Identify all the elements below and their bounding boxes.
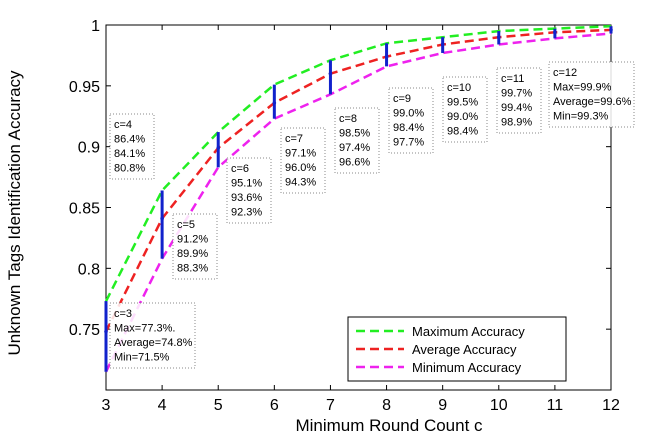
x-tick-label: 3	[102, 397, 111, 414]
annotation-box	[172, 213, 218, 280]
legend-entry: Average Accuracy	[412, 342, 517, 357]
x-tick-label: 8	[382, 397, 391, 414]
error-bar-mean-point	[609, 28, 613, 32]
annotation-text: 95.1%	[231, 178, 262, 190]
error-bar-mean-point	[496, 35, 501, 39]
y-axis-label: Unknown Tags Identification Accuracy	[5, 70, 24, 356]
legend-entry: Maximum Accuracy	[412, 324, 525, 339]
y-tick-label: 0.75	[69, 322, 100, 339]
annotation-text: 99.0%	[393, 108, 424, 120]
annotation-text: 99.0%	[447, 111, 478, 123]
annotation-box	[334, 107, 380, 174]
annotation-text: 99.5%	[447, 97, 478, 109]
annotation-box	[548, 61, 635, 128]
annotation-text: 94.3%	[285, 177, 316, 189]
series-group	[104, 24, 612, 373]
x-tick-label: 7	[326, 397, 335, 414]
annotation-text: 80.8%	[114, 163, 145, 175]
annotation-text: 99.7%	[501, 88, 532, 100]
annotation-text: 84.1%	[114, 148, 145, 160]
error-bar-mean-point	[216, 146, 221, 150]
annotation-text: 92.3%	[231, 207, 262, 219]
annotation-text: Max=77.3%.	[114, 323, 175, 335]
x-tick-label: 11	[547, 397, 564, 414]
x-axis-label: Minimum Round Count c	[295, 416, 483, 435]
annotation-text: c=10	[447, 82, 471, 94]
annotation-text: Average=74.8%	[114, 337, 193, 349]
annotation-text: 98.4%	[447, 126, 478, 138]
annotation-box	[109, 302, 196, 369]
annotation-box	[442, 76, 488, 143]
annotation-text: 88.3%	[177, 263, 208, 275]
annotation-text: c=12	[553, 67, 577, 79]
error-bar-mean-point	[160, 216, 164, 221]
annotation-text: 93.6%	[231, 192, 262, 204]
error-bar-mean-point	[553, 30, 557, 35]
error-bar-mean-point	[328, 71, 333, 76]
annotation-box	[496, 67, 542, 134]
annotation-text: 96.0%	[285, 162, 316, 174]
annotation-text: Average=99.6%	[553, 96, 632, 108]
annotation-text: Max=99.9%	[553, 82, 612, 94]
x-tick-label: 6	[270, 397, 279, 414]
y-tick-label: 0.85	[69, 201, 100, 218]
annotation-text: c=11	[501, 73, 524, 85]
error-bar-mean-point	[384, 54, 389, 59]
annotation-text: 86.4%	[114, 134, 145, 146]
annotation-text: c=3	[114, 308, 132, 320]
y-tick-label: 1	[91, 18, 100, 35]
error-bar-mean-point	[440, 42, 445, 47]
series-line-minimum-accuracy	[104, 32, 612, 373]
annotation-text: 98.5%	[339, 128, 370, 140]
annotation-text: 97.7%	[393, 137, 424, 149]
annotation-text: Min=71.5%	[114, 352, 170, 364]
annotation-text: c=6	[231, 163, 249, 175]
legend-entry: Minimum Accuracy	[412, 360, 522, 375]
error-bars-group	[104, 26, 613, 372]
annotation-text: 96.6%	[339, 157, 370, 169]
annotation-text: 98.9%	[501, 117, 532, 129]
annotation-text: c=7	[285, 133, 303, 145]
annotation-text: c=9	[393, 93, 411, 105]
annotation-box	[226, 157, 272, 224]
error-bar-mean-point	[104, 329, 108, 334]
x-tick-label: 4	[158, 397, 167, 414]
annotation-box	[109, 113, 155, 180]
annotation-text: 99.4%	[501, 102, 532, 114]
x-tick-label: 12	[602, 397, 620, 414]
annotation-box	[388, 87, 434, 154]
annotation-text: 98.4%	[393, 122, 424, 134]
series-line-maximum-accuracy	[104, 24, 612, 302]
x-tick-label: 9	[438, 397, 447, 414]
y-tick-label: 0.95	[69, 79, 100, 96]
annotation-box	[280, 127, 326, 194]
x-tick-label: 5	[214, 397, 223, 414]
annotation-text: c=8	[339, 113, 357, 125]
annotation-text: Min=99.3%	[553, 111, 609, 123]
y-tick-label: 0.8	[78, 261, 100, 278]
series-line-average-accuracy	[104, 28, 612, 333]
annotation-text: 91.2%	[177, 234, 208, 246]
annotation-text: 97.1%	[285, 148, 316, 160]
annotation-text: 89.9%	[177, 248, 208, 260]
annotation-text: c=5	[177, 219, 195, 231]
x-tick-label: 10	[490, 397, 508, 414]
y-tick-label: 0.9	[78, 140, 100, 157]
annotations-group: c=3 Max=77.3%. Average=74.8% Min=71.5% c=4 86…	[109, 61, 635, 369]
error-bar-mean-point	[272, 101, 277, 105]
legend-group: Maximum Accuracy Average Accuracy Minimum …	[347, 316, 567, 382]
annotation-text: c=4	[114, 119, 132, 131]
annotation-text: 97.4%	[339, 142, 370, 154]
